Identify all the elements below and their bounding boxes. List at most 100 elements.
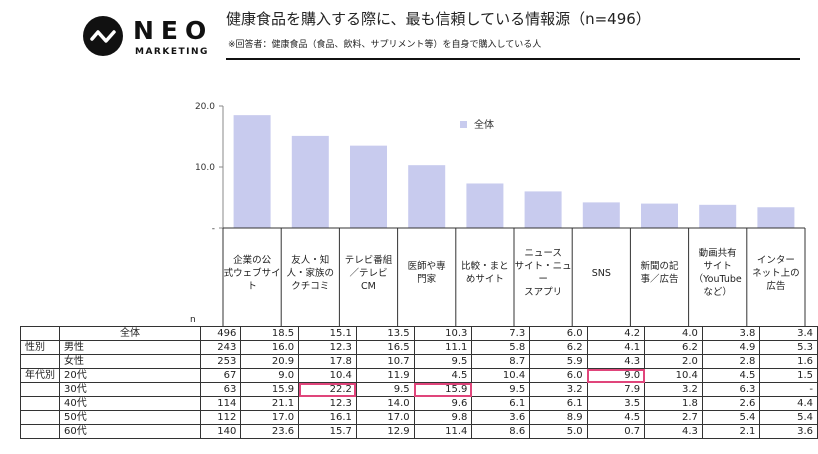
table-cell: 22.2	[298, 382, 357, 397]
category-label-7: SNS	[572, 232, 630, 314]
category-label-line: インター	[756, 254, 795, 266]
row-n: 140	[199, 424, 242, 439]
table-cell: 4.3	[644, 424, 703, 439]
table-cell: 17.8	[298, 354, 357, 369]
table-cell: 13.5	[355, 326, 415, 341]
table-cell: 8.9	[529, 410, 588, 425]
table-cell: 11.9	[355, 368, 415, 383]
row-n: 496	[199, 326, 242, 341]
category-label-line: クチコミ	[291, 280, 330, 292]
table-cell: -	[759, 382, 818, 397]
table-row: 女性 253 20.9 17.8 10.7 9.5 8.7 5.9 4.3 2.0 2.8 1.6	[20, 354, 818, 369]
table-row: 50代 112 17.0 16.1 17.0 9.8 3.6 8.9 4.5 2.7 5.4 5.4	[20, 410, 818, 425]
chart-title: 健康食品を購入する際に、最も信頼している情報源（n=496）	[226, 10, 651, 28]
table-cell: 4.5	[701, 368, 761, 383]
table-cell: 7.9	[586, 382, 646, 397]
table-cell: 15.9	[413, 382, 473, 397]
table-cell: 4.4	[759, 396, 818, 411]
row-label: 女性	[59, 354, 201, 369]
chart-subtitle: ※回答者：健康食品（食品、飲料、サプリメント等）を自身で購入している人	[228, 40, 542, 50]
row-label: 男性	[59, 340, 201, 355]
table-cell: 9.5	[355, 382, 415, 397]
table-cell: 6.2	[644, 340, 703, 355]
category-label-line: 企業の公	[233, 254, 272, 266]
table-cell: 10.4	[644, 368, 703, 383]
table-cell: 5.8	[471, 340, 531, 355]
table-cell: 20.9	[240, 354, 300, 369]
table-row: 全体 496 18.5 15.1 13.5 10.3 7.3 6.0 4.2 4.0 3.8 3.4	[20, 326, 818, 341]
table-cell: 5.4	[701, 410, 761, 425]
row-group	[20, 410, 60, 425]
table-cell: 9.0	[240, 368, 300, 383]
category-label-line: めサイト	[465, 274, 504, 285]
table-cell: 0.7	[586, 424, 646, 439]
table-row: 30代 63 15.9 22.2 9.5 15.9 9.5 3.2 7.9 3.2 6.3-	[20, 382, 818, 397]
category-label-line: サイト	[703, 261, 732, 272]
category-label-8: 新聞の記 事／広告	[630, 232, 688, 314]
table-cell: 15.9	[240, 382, 300, 397]
table-cell: 6.0	[529, 368, 588, 383]
table-cell: 3.8	[701, 326, 761, 341]
bar-2	[291, 135, 329, 228]
table-row: 40代 114 21.1 12.3 14.0 9.6 6.1 6.1 3.5 1.8 2.6 4.4	[20, 396, 818, 411]
table-cell: 4.5	[413, 368, 473, 383]
table-cell: 6.0	[529, 326, 588, 341]
neo-marketing-logo: NEO MARKETING	[83, 16, 213, 64]
row-group	[20, 382, 60, 397]
category-label-line: ネット上の	[752, 267, 800, 279]
row-group	[20, 354, 60, 369]
table-row: 60代 140 23.6 15.7 12.9 11.4 8.6 5.0 0.7 4.3 2.1 3.6	[20, 424, 818, 439]
table-cell: 5.4	[759, 410, 818, 425]
bar-7	[582, 202, 620, 228]
row-group	[20, 424, 60, 439]
category-label-line: 医師や専	[407, 261, 446, 272]
logo-wordmark: NEO	[133, 16, 214, 45]
bar-10	[757, 207, 795, 228]
y-tick-label: 20.0	[195, 102, 215, 112]
table-cell: 3.2	[644, 382, 703, 397]
table-row: 性別 男性 243 16.0 12.3 16.5 11.1 5.8 6.2 4.1 6.2 4.9 5.…	[20, 340, 818, 355]
row-n: 114	[199, 396, 242, 411]
table-cell: 16.1	[298, 410, 357, 425]
row-label: 40代	[59, 396, 201, 411]
table-cell: 11.4	[413, 424, 473, 439]
table-cell: 10.4	[471, 368, 531, 383]
table-cell: 4.2	[586, 326, 646, 341]
row-group: 性別	[20, 340, 60, 355]
category-label-line: SNS	[591, 267, 611, 279]
table-cell: 4.3	[586, 354, 646, 369]
category-label-line: ト	[247, 280, 257, 292]
category-label-line: CM	[361, 280, 376, 292]
row-group	[20, 326, 60, 341]
category-label-6: ニュース サイト・ニュー スアプリ	[514, 232, 572, 314]
category-label-10: インター ネット上の 広告	[747, 232, 805, 314]
table-cell: 1.5	[759, 368, 818, 383]
y-tick-label: -	[212, 224, 215, 234]
category-label-line: ニュース	[524, 248, 562, 259]
table-cell: 9.5	[413, 354, 473, 369]
table-cell: 6.1	[471, 396, 531, 411]
table-row: 年代別 20代 67 9.0 10.4 11.9 4.5 10.4 6.0 9.0 10.4 4.5 1…	[20, 368, 818, 383]
bar-8	[641, 203, 678, 228]
row-n: 253	[199, 354, 242, 369]
bar-9	[699, 204, 737, 228]
table-cell: 12.3	[298, 396, 357, 411]
pulse-circle-icon	[83, 16, 123, 56]
row-label: 20代	[59, 368, 201, 383]
category-label-line: 式ウェブサイ	[223, 267, 281, 279]
row-n: 243	[199, 340, 242, 355]
table-cell: 17.0	[355, 410, 415, 425]
bar-6	[524, 191, 562, 228]
category-label-line: ／テレビ	[349, 267, 388, 279]
y-tick-label: 10.0	[195, 163, 215, 173]
category-label-line: 比較・まと	[461, 261, 509, 272]
row-label: 50代	[59, 410, 201, 425]
category-label-line: 門家	[417, 274, 437, 285]
table-cell: 2.1	[701, 424, 761, 439]
row-n: 112	[199, 410, 242, 425]
table-cell: 16.0	[240, 340, 300, 355]
table-cell: 2.8	[701, 354, 761, 369]
table-cell: 3.6	[471, 410, 531, 425]
table-cell: 6.2	[529, 340, 588, 355]
category-label-line: など）	[703, 287, 732, 298]
